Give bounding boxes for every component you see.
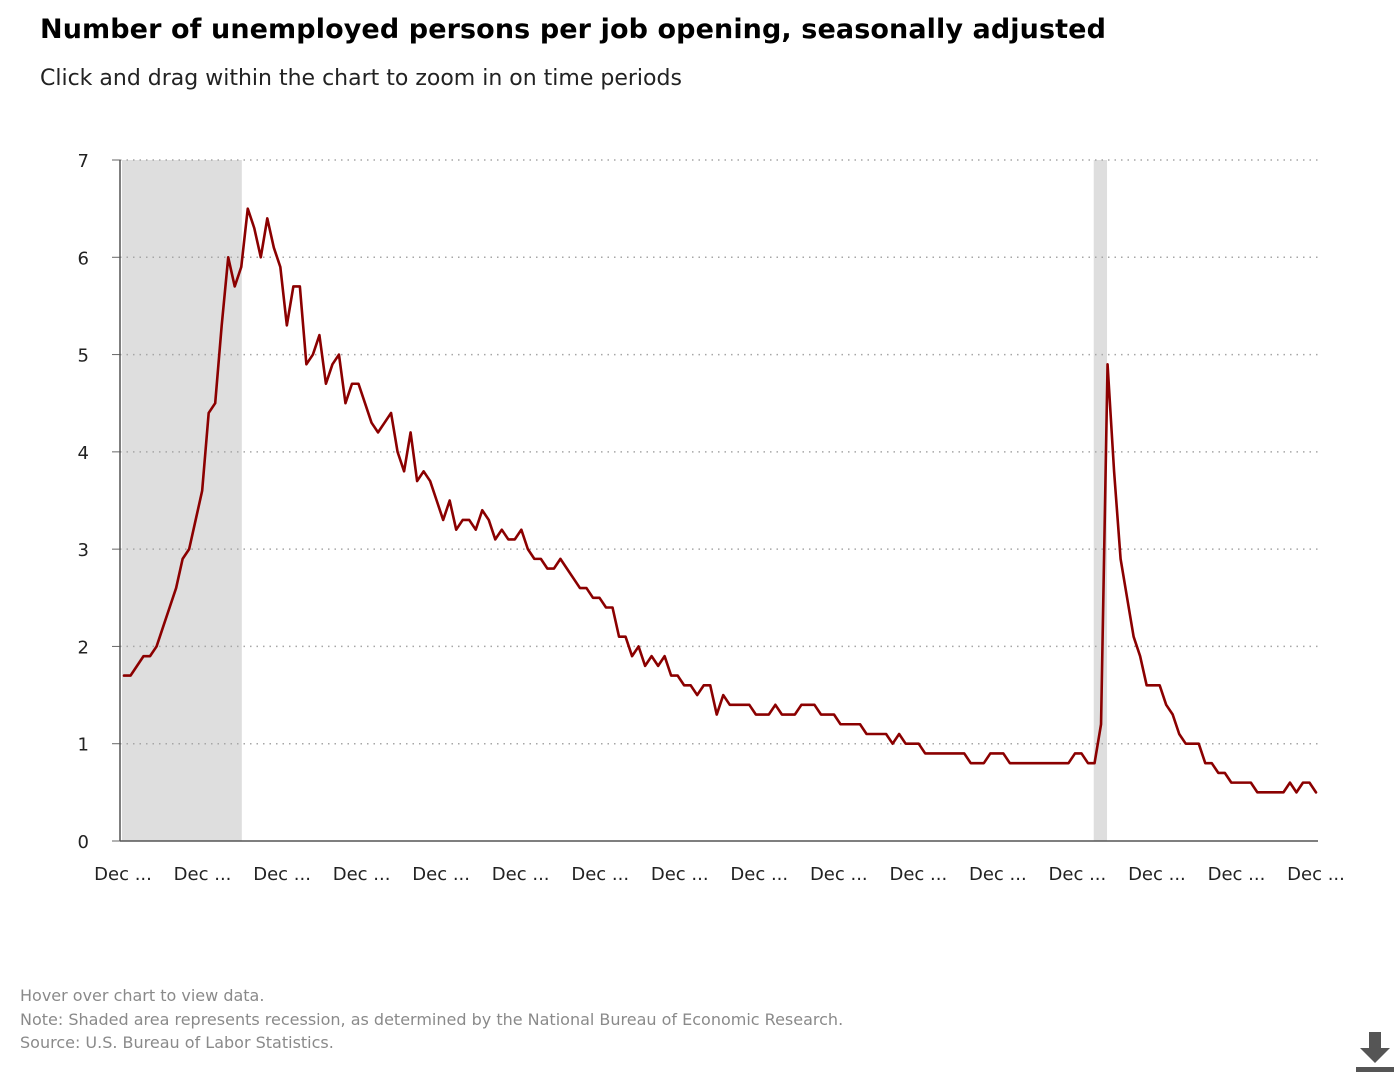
recession-shading-group (122, 160, 1108, 841)
x-tick-label-16: Dec ... (1287, 864, 1345, 885)
y-tick-label-6: 6 (78, 248, 89, 269)
x-tick-label-3: Dec ... (253, 864, 311, 885)
x-tick-label-13: Dec ... (1049, 864, 1107, 885)
x-tick-label-2: Dec ... (174, 864, 232, 885)
page-subtitle: Click and drag within the chart to zoom … (40, 66, 682, 91)
y-tick-label-3: 3 (78, 540, 89, 561)
recession-note: Note: Shaded area represents recession, … (20, 1009, 844, 1029)
x-tick-label-6: Dec ... (492, 864, 550, 885)
line-chart[interactable]: 0 1 2 3 4 5 6 7 Dec ... Dec ... Dec ... Dec ... Dec … (0, 0, 1400, 960)
download-button[interactable] (1352, 1030, 1398, 1074)
recession-band-1 (122, 160, 242, 841)
tick-labels: 0 1 2 3 4 5 6 7 Dec ... Dec ... Dec ... Dec ... Dec … (78, 151, 1345, 885)
y-tick-label-4: 4 (78, 443, 89, 464)
x-tick-label-12: Dec ... (969, 864, 1027, 885)
hover-note: Hover over chart to view data. (20, 986, 265, 1005)
x-tick-label-14: Dec ... (1128, 864, 1186, 885)
source-note: Source: U.S. Bureau of Labor Statistics. (20, 1033, 334, 1052)
x-tick-label-9: Dec ... (730, 864, 788, 885)
x-tick-label-10: Dec ... (810, 864, 868, 885)
series-group[interactable] (122, 207, 1318, 794)
y-tick-label-1: 1 (78, 735, 89, 756)
gridlines (112, 159, 1318, 842)
y-tick-label-0: 0 (78, 832, 89, 853)
y-tick-label-7: 7 (78, 151, 89, 172)
x-tick-label-1: Dec ... (94, 864, 152, 885)
x-tick-label-15: Dec ... (1208, 864, 1266, 885)
x-tick-label-8: Dec ... (651, 864, 709, 885)
download-icon (1356, 1032, 1394, 1072)
y-tick-label-5: 5 (78, 346, 89, 367)
page-title: Number of unemployed persons per job ope… (40, 14, 1106, 45)
chart-footer: Hover over chart to view data. Note: Sha… (20, 984, 843, 1055)
x-tick-label-11: Dec ... (889, 864, 947, 885)
axes (119, 160, 1318, 842)
x-tick-label-4: Dec ... (333, 864, 391, 885)
x-tick-label-7: Dec ... (571, 864, 629, 885)
recession-band-2 (1093, 160, 1108, 841)
series-line-1[interactable] (122, 207, 1318, 794)
x-tick-label-5: Dec ... (412, 864, 470, 885)
y-tick-label-2: 2 (78, 637, 89, 658)
